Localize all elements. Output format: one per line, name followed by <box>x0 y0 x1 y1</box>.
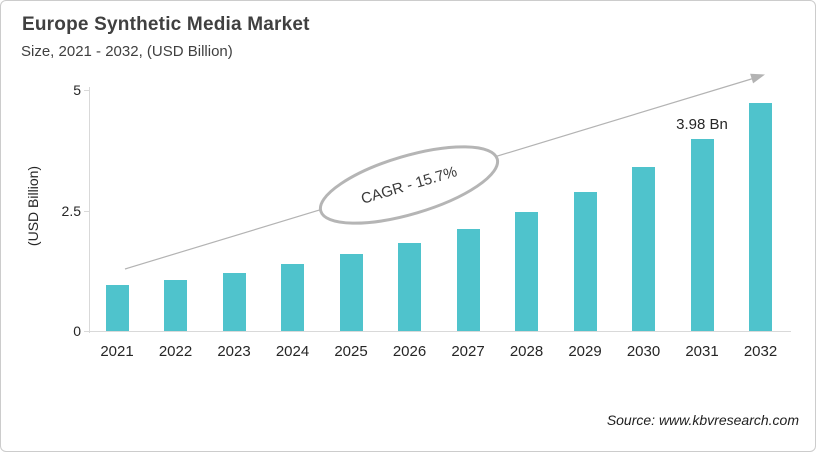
trend-arrow-head-icon <box>750 73 765 84</box>
trend-arrow-line <box>124 77 754 270</box>
bar-2021 <box>105 285 129 331</box>
x-axis-label-2032: 2032 <box>743 343 778 360</box>
bar-2027 <box>456 228 480 331</box>
x-axis-label-2022: 2022 <box>158 343 193 360</box>
x-axis-label-2028: 2028 <box>509 343 544 360</box>
bar-2029 <box>573 192 597 331</box>
cagr-ellipse <box>318 145 500 225</box>
bar-2030 <box>632 167 655 331</box>
bar-2028 <box>515 211 538 331</box>
x-axis-label-2031: 2031 <box>685 343 719 360</box>
bar-2022 <box>164 279 187 331</box>
x-axis-label-2025: 2025 <box>334 343 368 360</box>
y-tick-label: 2.5 <box>61 202 81 219</box>
cagr-label: CAGR - 15.7% <box>359 163 459 207</box>
bar-2031 <box>690 139 714 331</box>
chart-title: Europe Synthetic Media Market <box>22 14 310 35</box>
y-tick-mark <box>84 90 90 91</box>
x-axis-label-2023: 2023 <box>217 343 251 360</box>
x-axis-line <box>85 331 791 332</box>
source-attribution: Source: www.kbvresearch.com <box>606 412 799 428</box>
y-tick-mark <box>84 210 90 212</box>
y-axis-line <box>89 87 90 333</box>
chart-subtitle: Size, 2021 - 2032, (USD Billion) <box>21 43 233 60</box>
bar-2024 <box>281 264 304 331</box>
y-tick-label: 5 <box>73 82 81 98</box>
bar-2032 <box>749 103 772 331</box>
x-axis-label-2030: 2030 <box>626 343 661 360</box>
x-axis-label-2029: 2029 <box>568 343 602 360</box>
y-tick-mark <box>84 331 90 332</box>
x-axis-label-2024: 2024 <box>275 343 310 360</box>
bar-2023 <box>222 273 246 331</box>
bar-2025 <box>339 253 363 331</box>
data-label-2031: 3.98 Bn <box>676 116 728 134</box>
x-axis-label-2021: 2021 <box>100 343 134 360</box>
x-axis-label-2026: 2026 <box>392 343 427 360</box>
x-axis-label-2027: 2027 <box>451 343 485 360</box>
bar-2026 <box>398 242 421 331</box>
y-tick-label: 0 <box>73 323 81 339</box>
